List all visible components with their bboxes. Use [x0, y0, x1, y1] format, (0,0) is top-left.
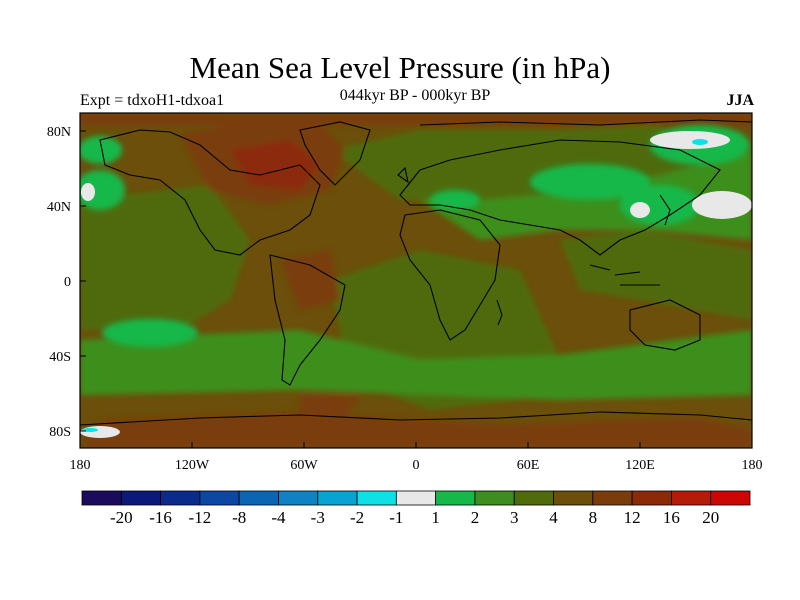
lat-tick-40s: 40S [49, 350, 71, 365]
colorbar: -20 -16 -12 -8 -4 -3 -2 -1 1 2 3 4 8 12 16 20 [81, 490, 751, 527]
lon-axis: 180 120W 60W 0 60E 120E 180 [70, 442, 763, 473]
coast-japan [659, 194, 671, 226]
field-patch-alaska-green [80, 136, 122, 164]
field-zone-polar-high [80, 412, 752, 448]
colorbar-swatch [160, 490, 201, 506]
colorbar-label: -4 [271, 508, 286, 527]
lon-tick-180w: 180 [70, 458, 91, 473]
lat-tick-40n: 40N [47, 200, 71, 215]
colorbar-label: -20 [110, 508, 133, 527]
colorbar-swatch [710, 490, 751, 506]
field-zone-pacific-olive [80, 185, 250, 330]
colorbar-label: 2 [471, 508, 480, 527]
map-title: Mean Sea Level Pressure (in hPa) [189, 50, 611, 85]
colorbar-swatch [513, 490, 554, 506]
field-zone-indopacific-olive [560, 230, 752, 320]
colorbar-label: 3 [510, 508, 519, 527]
lon-tick-120w: 120W [175, 458, 210, 473]
field-patch-sopacific-green [102, 319, 198, 347]
field-zone-canada-very-high [230, 140, 320, 190]
colorbar-label: 16 [663, 508, 680, 527]
lon-tick-60e: 60E [517, 458, 540, 473]
field-patch-npacific-green [80, 170, 125, 210]
field-patch-asia-green [530, 164, 650, 200]
colorbar-swatch [671, 490, 712, 506]
coast-madagascar [496, 299, 503, 326]
lat-axis: 80N 40N 0 40S 80S [47, 125, 86, 440]
coast-greenland [299, 121, 371, 186]
colorbar-swatch [278, 490, 319, 506]
coast-indonesia [589, 264, 660, 286]
field-patch-cyan [692, 139, 708, 145]
field-patch-antarctic-light [80, 426, 120, 438]
field-patch-pacific-light [692, 191, 752, 219]
colorbar-swatch [474, 490, 515, 506]
coast-arctic [419, 119, 752, 126]
colorbar-label: -12 [189, 508, 212, 527]
colorbar-swatch [81, 490, 122, 506]
pressure-field [80, 113, 752, 448]
period-label: 044kyr BP - 000kyr BP [339, 87, 491, 104]
lat-tick-80n: 80N [47, 125, 71, 140]
colorbar-label: 20 [702, 508, 719, 527]
colorbar-label: -16 [149, 508, 172, 527]
coast-australia [629, 299, 701, 351]
coast-uk [397, 166, 409, 184]
colorbar-label: -8 [232, 508, 246, 527]
lon-tick-0: 0 [413, 458, 420, 473]
colorbar-label: -3 [311, 508, 325, 527]
colorbar-swatch [199, 490, 240, 506]
lat-tick-80s: 80S [49, 425, 71, 440]
field-patch-eastasia-green [620, 185, 700, 225]
colorbar-swatch [317, 490, 358, 506]
colorbar-swatch [553, 490, 594, 506]
coast-north-america [99, 129, 321, 256]
lon-tick-120e: 120E [625, 458, 655, 473]
colorbar-swatch [356, 490, 397, 506]
field-zone-southern-green [80, 330, 752, 400]
colorbar-swatch [120, 490, 161, 506]
lon-tick-180e: 180 [742, 458, 763, 473]
field-zone-tropical-high [280, 250, 340, 310]
colorbar-swatch [238, 490, 279, 506]
colorbar-swatch [435, 490, 476, 506]
colorbar-label: -1 [389, 508, 403, 527]
colorbar-swatch [395, 490, 437, 506]
field-patch-siberia-light [650, 131, 730, 149]
coast-eurasia [399, 139, 721, 256]
lon-tick-60w: 60W [290, 458, 318, 473]
season-label: JJA [726, 92, 754, 109]
field-patch-bering-light [81, 183, 95, 201]
colorbar-label: 8 [589, 508, 598, 527]
coast-antarctica [80, 411, 752, 426]
colorbar-swatch [592, 490, 633, 506]
colorbar-label: 4 [549, 508, 558, 527]
colorbar-label: 1 [431, 508, 440, 527]
colorbar-label: 12 [624, 508, 641, 527]
coast-africa [399, 209, 501, 341]
coast-south-america [269, 254, 346, 386]
lat-tick-0: 0 [64, 275, 71, 290]
field-patch-china-light [630, 202, 650, 218]
experiment-label: Expt = tdxoH1-tdxoa1 [80, 92, 225, 109]
field-zone-arctic-high [80, 113, 752, 125]
colorbar-label: -2 [350, 508, 364, 527]
coastlines [80, 119, 752, 426]
colorbar-swatch [631, 490, 672, 506]
